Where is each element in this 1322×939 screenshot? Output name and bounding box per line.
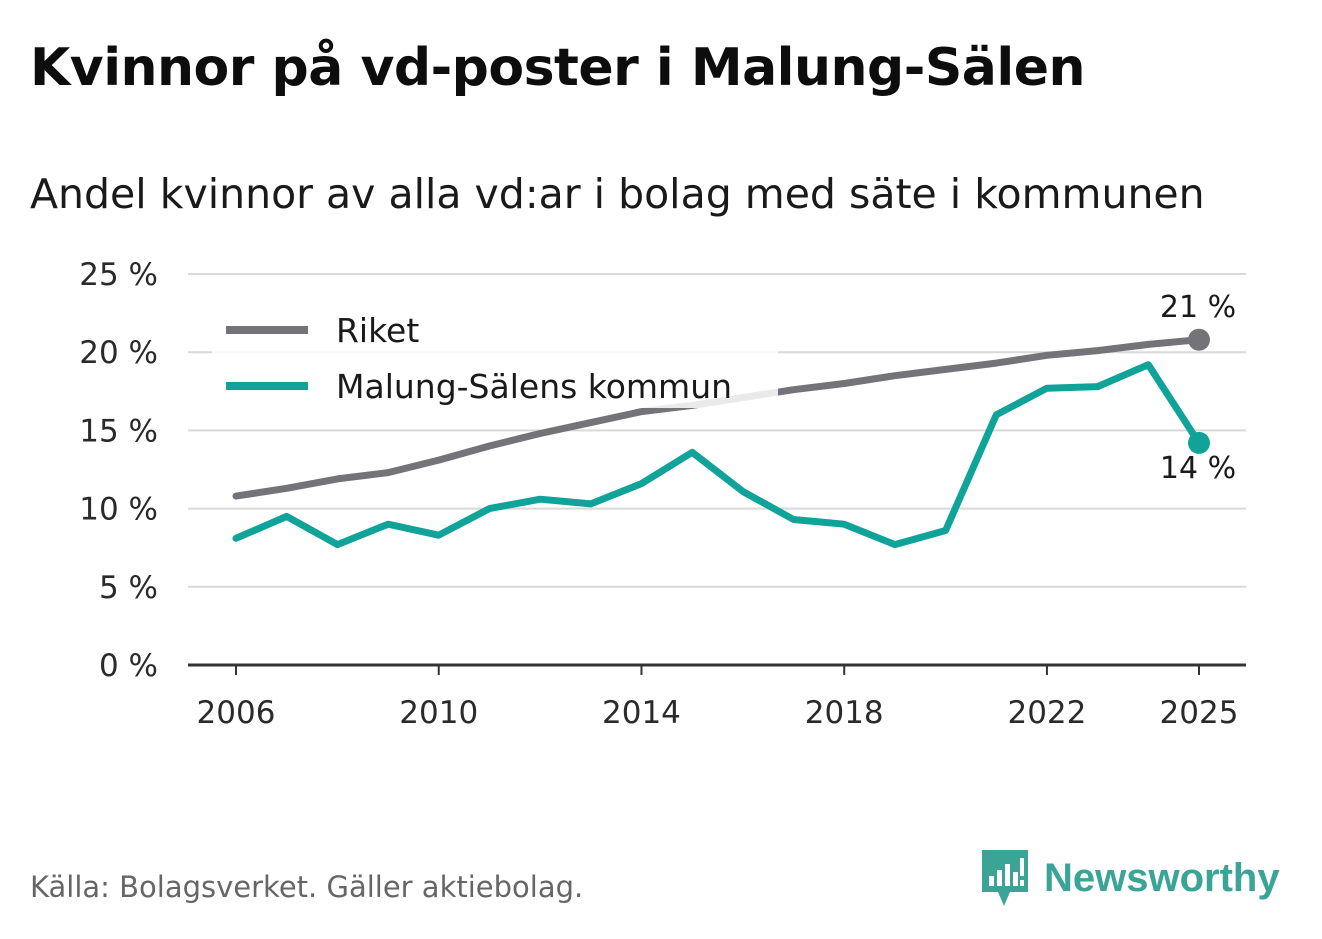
- x-tick-label: 2010: [399, 695, 478, 731]
- legend-label-riket: Riket: [336, 311, 419, 350]
- x-tick-label: 2006: [197, 695, 276, 731]
- x-tick-label: 2025: [1160, 695, 1239, 731]
- end-marker-riket: [1188, 328, 1210, 351]
- series-line-kommun: [232, 361, 1203, 549]
- x-tick-label: 2014: [602, 695, 681, 731]
- y-tick-label: 0 %: [99, 648, 158, 684]
- chart-subtitle: Andel kvinnor av alla vd:ar i bolag med …: [30, 170, 1205, 218]
- brand-logo[interactable]: Newsworthy: [980, 848, 1280, 908]
- y-tick-label: 10 %: [79, 492, 158, 528]
- end-marker-kommun: [1188, 431, 1210, 454]
- x-tick-label: 2018: [805, 695, 884, 731]
- y-tick-label: 5 %: [99, 570, 158, 606]
- y-tick-label: 25 %: [79, 257, 158, 293]
- y-tick-label: 20 %: [79, 335, 158, 371]
- source-note: Källa: Bolagsverket. Gäller aktiebolag.: [30, 870, 584, 904]
- x-axis-ticks: 2006 2010 2014 2018 2022 2025: [197, 665, 1239, 731]
- chart-title: Kvinnor på vd-poster i Malung-Sälen: [30, 38, 1086, 98]
- y-tick-label: 15 %: [79, 413, 158, 449]
- brand-name: Newsworthy: [1044, 855, 1280, 900]
- end-label-riket: 21 %: [1160, 290, 1236, 325]
- x-tick-label: 2022: [1007, 695, 1086, 731]
- end-markers: [1188, 328, 1210, 454]
- end-label-kommun: 14 %: [1160, 451, 1236, 486]
- legend-label-kommun: Malung-Sälens kommun: [336, 367, 732, 406]
- newsworthy-logo-icon: [982, 850, 1028, 906]
- legend: Riket Malung-Sälens kommun: [212, 298, 778, 408]
- y-axis-ticks: 0 % 5 % 10 % 15 % 20 % 25 %: [79, 257, 158, 684]
